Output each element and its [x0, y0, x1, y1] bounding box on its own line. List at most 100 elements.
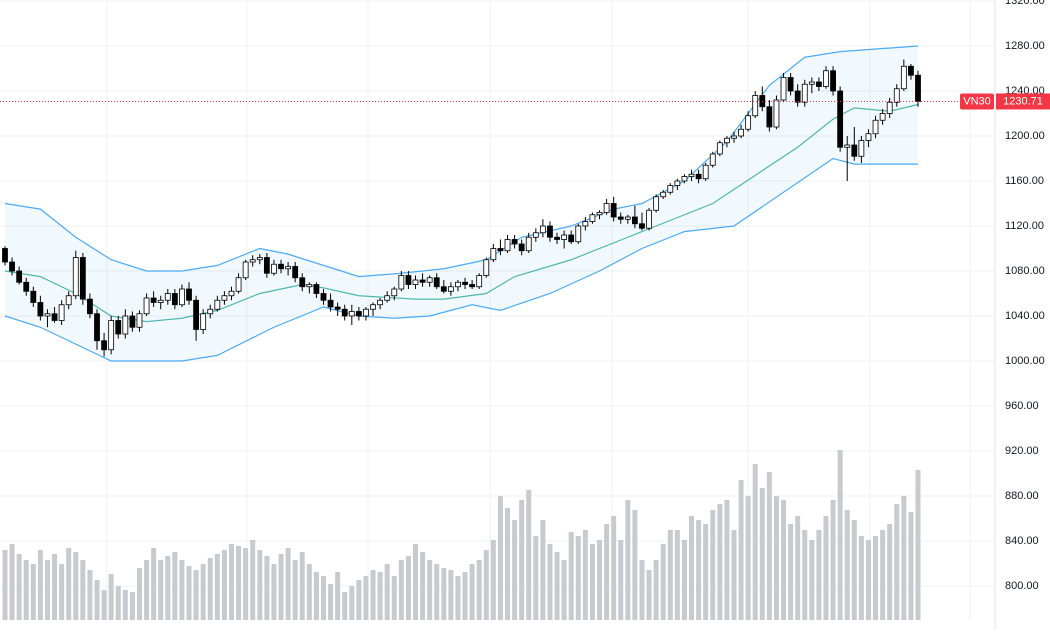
candle-body: [221, 295, 228, 301]
candle-body: [547, 225, 553, 238]
candle-body: [532, 232, 539, 238]
volume-bar: [441, 568, 447, 620]
volume-bar: [816, 530, 822, 620]
volume-bar: [299, 552, 305, 620]
volume-bar: [858, 536, 864, 620]
volume-bar: [108, 574, 114, 620]
volume-bar: [16, 554, 22, 620]
volume-bar: [844, 510, 850, 620]
volume-bar: [405, 556, 411, 620]
candle-body: [483, 259, 490, 276]
volume-bar: [639, 560, 645, 620]
candle-body: [702, 164, 709, 180]
volume-bar: [115, 586, 121, 620]
volume-bar: [582, 530, 588, 620]
volume-bar: [497, 496, 503, 620]
y-tick-label: 1160.00: [1005, 175, 1044, 187]
volume-bar: [632, 510, 638, 620]
candle-body: [766, 106, 773, 128]
volume-bar: [731, 530, 737, 620]
volume-bar: [342, 592, 348, 620]
candle-body: [872, 119, 879, 135]
candle-body: [525, 236, 532, 252]
volume-bar: [427, 560, 433, 620]
volume-bar: [306, 564, 312, 620]
candle-body: [900, 65, 907, 90]
candle-body: [667, 185, 674, 193]
volume-bar: [745, 496, 751, 620]
volume-bar: [781, 500, 787, 620]
candle-body: [58, 304, 65, 321]
volume-bar: [802, 530, 808, 620]
volume-bar: [257, 550, 263, 620]
volume-bar: [228, 544, 234, 620]
candle-body: [858, 140, 865, 157]
candle-body: [37, 302, 44, 317]
candle-body: [808, 81, 815, 85]
candle-body: [893, 88, 900, 103]
candle-body: [511, 239, 518, 245]
volume-bar: [207, 558, 213, 620]
candle-body: [72, 257, 79, 297]
candle-body: [370, 304, 376, 310]
volume-bar: [122, 590, 128, 620]
volume-bar: [519, 500, 525, 620]
candle-body: [646, 209, 652, 229]
candle-body: [164, 293, 171, 301]
y-tick-label: 1080.00: [1005, 265, 1045, 277]
volume-bar: [724, 500, 730, 620]
y-tick-label: 1280.00: [1005, 40, 1045, 52]
candle-body: [242, 261, 249, 279]
candle-body: [561, 234, 568, 240]
volume-bar: [144, 560, 150, 620]
candle-body: [752, 95, 759, 117]
candle-body: [299, 277, 306, 288]
volume-bar: [823, 516, 829, 620]
volume-bar: [73, 552, 79, 620]
volume-bar: [490, 540, 496, 620]
candle-body: [816, 81, 822, 87]
volume-bar: [384, 564, 390, 620]
candle-body: [879, 113, 886, 121]
volume-bar: [434, 564, 440, 620]
candle-body: [837, 90, 844, 148]
candle-body: [419, 279, 426, 283]
volume-bar: [94, 580, 100, 620]
candle-body: [23, 281, 30, 292]
candle-body: [129, 315, 136, 328]
candle-body: [157, 299, 164, 303]
band-fill: [5, 46, 918, 361]
volume-bar: [674, 530, 680, 620]
candle-body: [440, 286, 447, 292]
volume-bar: [335, 572, 341, 620]
volume-bar: [915, 470, 921, 620]
volume-bar: [865, 540, 871, 620]
candle-body: [207, 308, 214, 315]
volume-bar: [887, 524, 893, 620]
candle-body: [65, 295, 72, 306]
candle-body: [589, 214, 596, 222]
candle-body: [9, 261, 15, 272]
volume-bar: [2, 550, 8, 620]
candle-body: [363, 308, 369, 317]
candle-body: [94, 313, 100, 342]
band-line: [4, 103, 919, 323]
volume-bar: [788, 524, 794, 620]
candle-body: [823, 70, 829, 87]
volume-bar: [476, 560, 482, 620]
volume-bar: [604, 524, 610, 620]
candle-body: [844, 144, 851, 148]
volume-bar: [795, 516, 801, 620]
volume-bar: [526, 490, 532, 620]
candle-body: [504, 239, 511, 252]
candle-body: [794, 90, 801, 103]
price-label: 1230.71: [1003, 95, 1043, 107]
volume-bar: [356, 580, 362, 620]
candle-body: [51, 313, 58, 321]
candle-body: [617, 216, 624, 220]
volume-bar: [646, 570, 652, 620]
candle-body: [731, 135, 737, 139]
candle-body: [582, 221, 589, 227]
volume-bar: [611, 516, 617, 620]
